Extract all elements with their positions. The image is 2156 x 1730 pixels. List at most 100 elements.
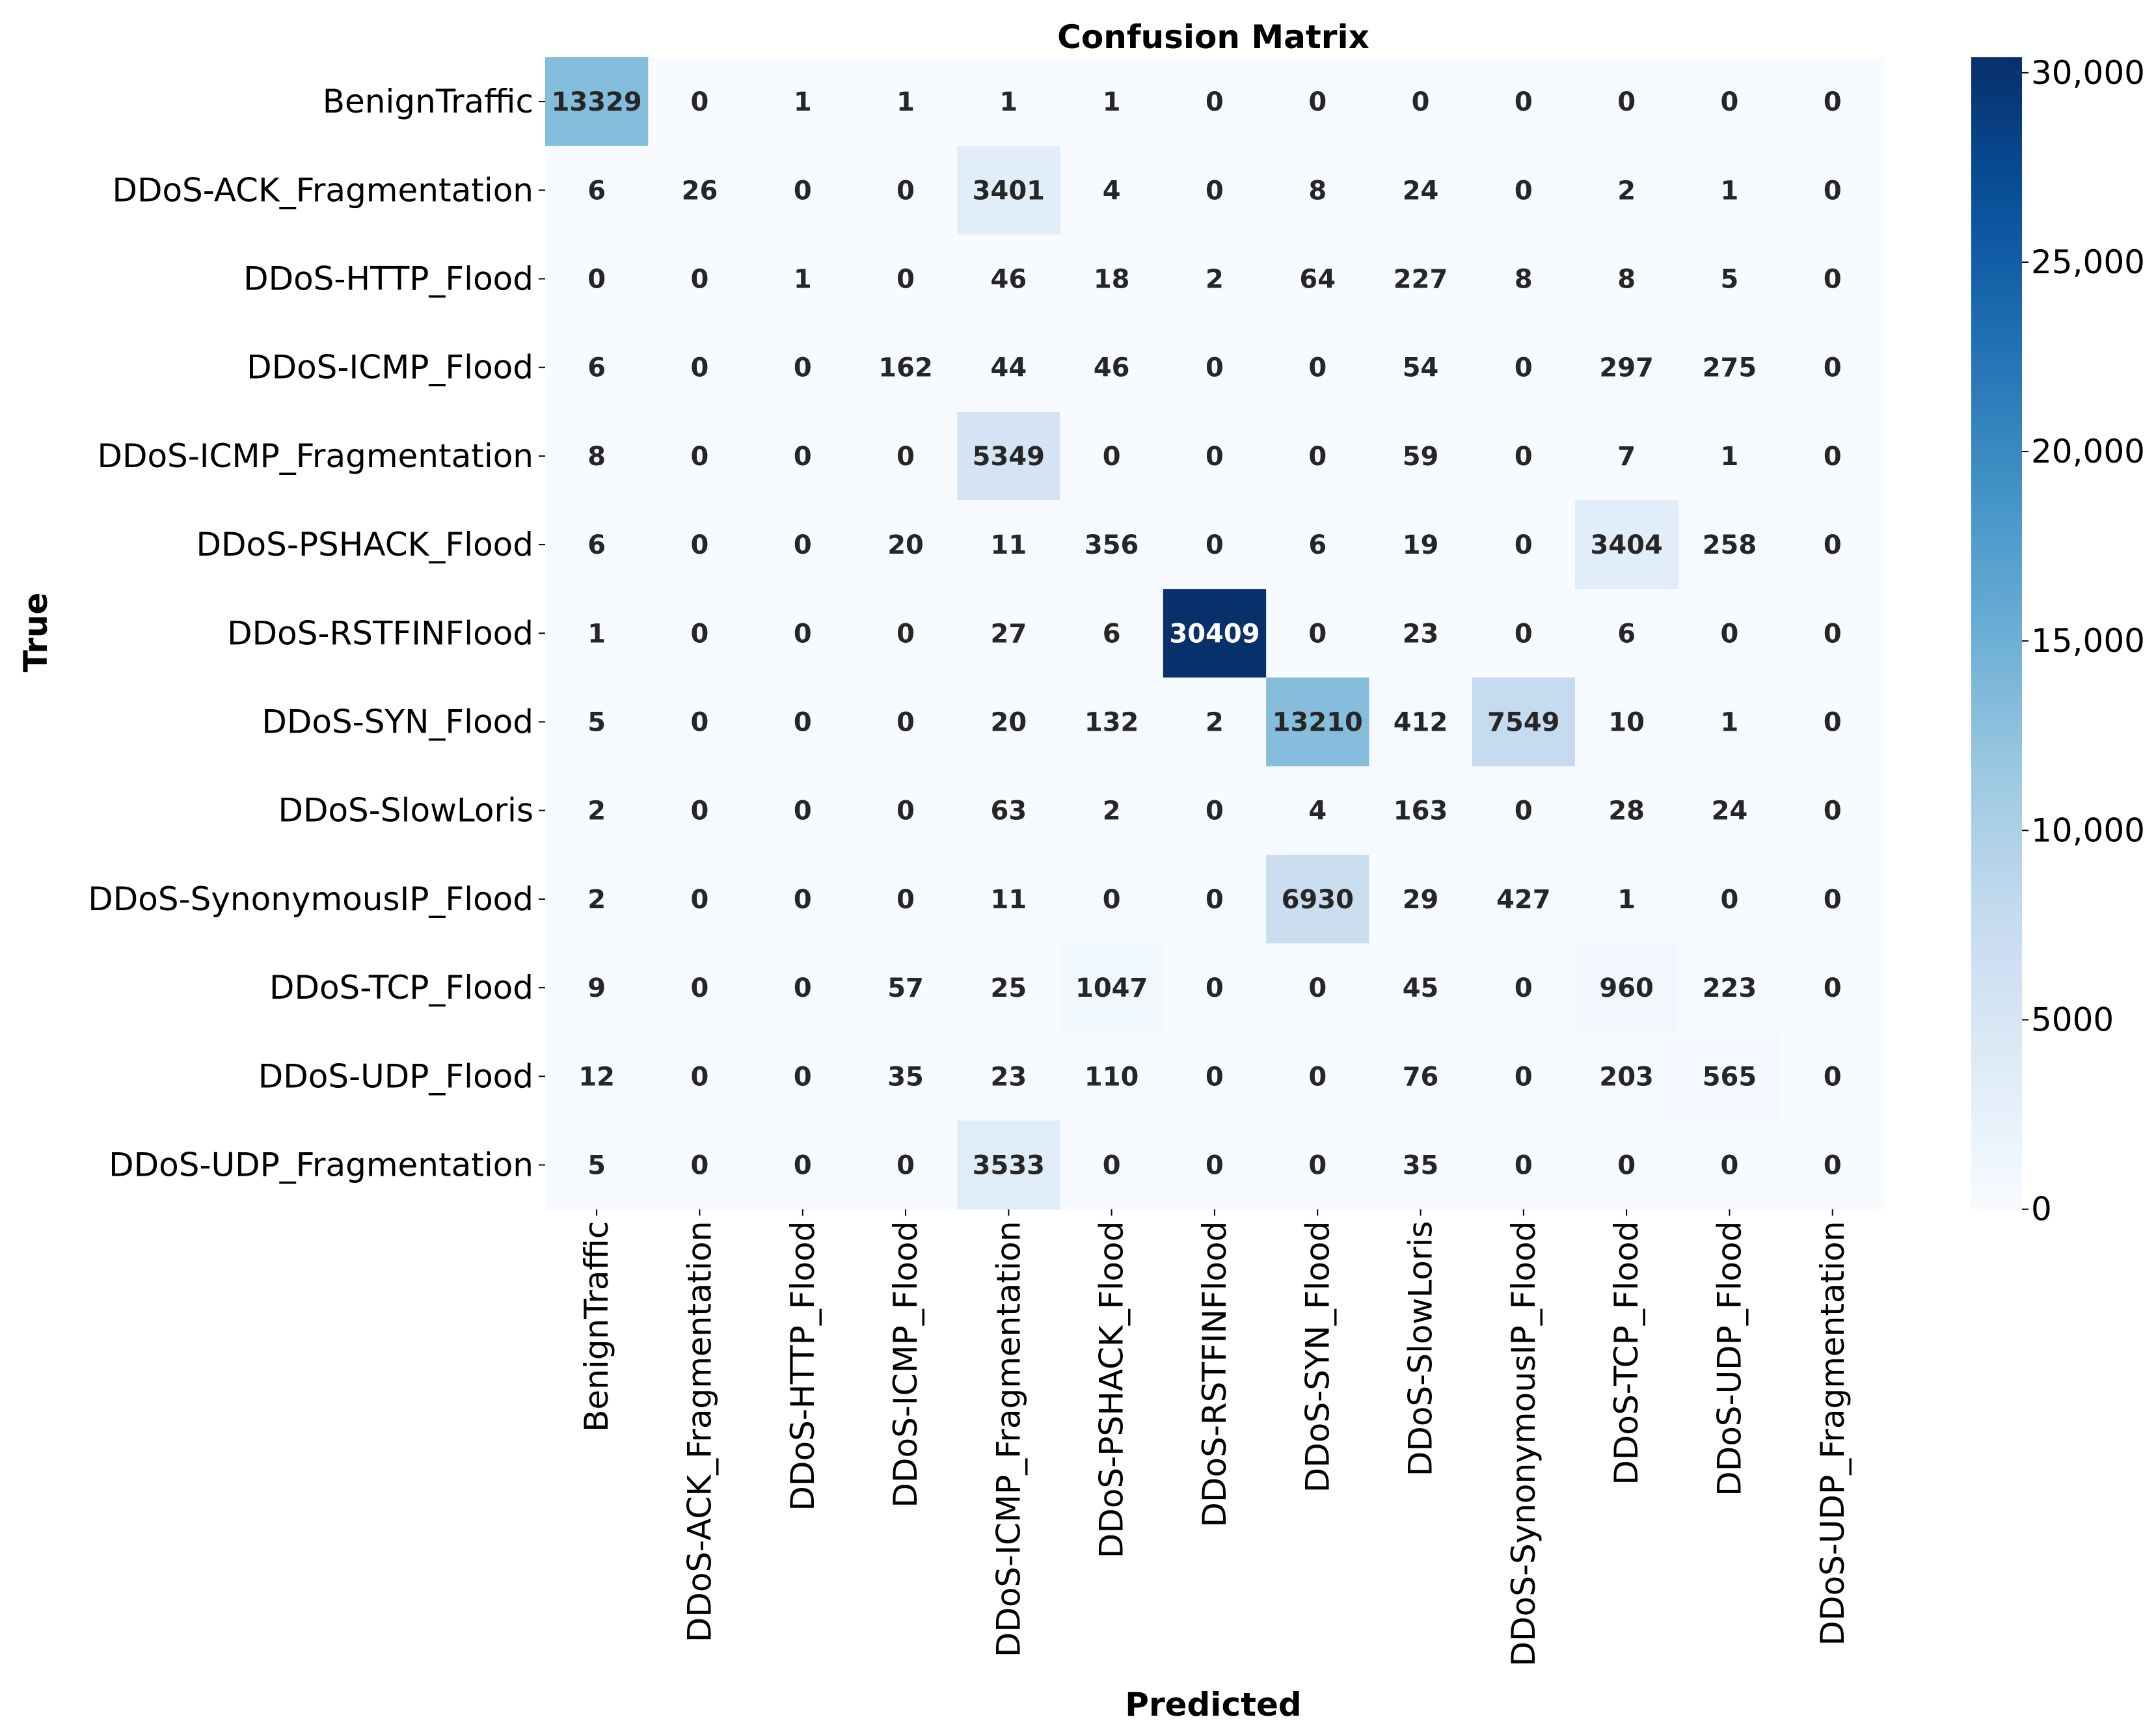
cell-value-label: 7549 [1487, 708, 1559, 738]
cell-value-label: 0 [1824, 973, 1842, 1003]
heatmap-cell [1060, 677, 1164, 767]
heatmap-cell [957, 589, 1061, 678]
heatmap-cell [1266, 589, 1369, 678]
heatmap-cell [1369, 234, 1473, 324]
heatmap-cell [1781, 234, 1885, 324]
heatmap-cell [1678, 589, 1782, 678]
heatmap-cells: 13329 0 1 1 1 1 0 0 0 0 0 0 06 26 0 0 3401 4 0 8 24 0 2 1 00 0 1 0 4… [545, 57, 1885, 1210]
heatmap-cell [957, 500, 1061, 589]
cell-value-label: 0 [1412, 87, 1430, 117]
cell-value-label: 27 [991, 619, 1027, 649]
cell-value-label: 4 [1103, 176, 1121, 206]
y-tick-label: DDoS-RSTFINFlood [227, 614, 533, 652]
heatmap-cell [1369, 1032, 1473, 1121]
heatmap-cell [957, 1120, 1061, 1210]
heatmap-cell [751, 766, 855, 856]
cell-value-label: 1 [1103, 87, 1121, 117]
cell-value-label: 0 [794, 176, 812, 206]
cell-value-label: 23 [1403, 619, 1439, 649]
heatmap-cell [1060, 766, 1164, 856]
heatmap-cell [1266, 57, 1369, 146]
cell-value-label: 46 [1094, 353, 1130, 383]
cell-value-label: 0 [794, 353, 812, 383]
y-tick-label: DDoS-ACK_Fragmentation [112, 171, 533, 209]
cell-value-label: 0 [1308, 1062, 1327, 1092]
cell-value-label: 0 [1206, 796, 1224, 826]
heatmap-cell [1781, 943, 1885, 1033]
heatmap-cell [648, 57, 752, 146]
heatmap-cell [1678, 1120, 1782, 1210]
heatmap-cell [751, 854, 855, 944]
heatmap-cell [545, 500, 649, 589]
heatmap-cell [1266, 1120, 1369, 1210]
cell-value-label: 0 [1308, 87, 1327, 117]
cell-value-label: 23 [991, 1062, 1027, 1092]
colorbar-tick-label: 5000 [2031, 1001, 2114, 1038]
cell-value-label: 0 [1824, 442, 1842, 472]
x-tick-label: DDoS-SlowLoris [1402, 1221, 1440, 1477]
heatmap-cell [545, 1032, 649, 1121]
cell-value-label: 0 [1103, 1151, 1121, 1181]
heatmap-cell [957, 323, 1061, 412]
cell-value-label: 0 [1515, 1062, 1533, 1092]
heatmap-cell [1575, 766, 1678, 856]
cell-value-label: 64 [1299, 265, 1336, 295]
x-tick-label: DDoS-UDP_Fragmentation [1814, 1221, 1852, 1646]
heatmap-cell [1060, 943, 1164, 1033]
cell-value-label: 0 [794, 708, 812, 738]
cell-value-label: 1 [587, 619, 606, 649]
cell-value-label: 44 [991, 353, 1027, 383]
heatmap-cell [1678, 854, 1782, 944]
cell-value-label: 1047 [1075, 973, 1148, 1003]
heatmap-cell [1266, 854, 1369, 944]
colorbar-tick-label: 20,000 [2031, 433, 2145, 470]
heatmap-cell [1472, 766, 1576, 856]
heatmap-cell [957, 411, 1061, 501]
heatmap-cell [854, 146, 958, 235]
cell-value-label: 0 [691, 619, 709, 649]
cell-value-label: 223 [1703, 973, 1757, 1003]
heatmap-cell [957, 854, 1061, 944]
heatmap-cell [1678, 677, 1782, 767]
heatmap-cell [1472, 500, 1576, 589]
heatmap-cell [1060, 854, 1164, 944]
heatmap-cell [545, 943, 649, 1033]
cell-value-label: 0 [1824, 885, 1842, 915]
heatmap-cell [1472, 943, 1576, 1033]
heatmap-cell [1163, 57, 1267, 146]
cell-value-label: 297 [1599, 353, 1654, 383]
cell-value-label: 10 [1608, 708, 1645, 738]
cell-value-label: 3533 [973, 1151, 1045, 1181]
y-tick-label: DDoS-ICMP_Flood [247, 349, 533, 386]
heatmap-cell [1369, 589, 1473, 678]
heatmap-cell [648, 677, 752, 767]
y-tick-label: DDoS-SynonymousIP_Flood [88, 880, 533, 918]
cell-value-label: 24 [1403, 176, 1439, 206]
cell-value-label: 35 [1403, 1151, 1439, 1181]
heatmap-cell [1575, 1032, 1678, 1121]
colorbar: 0 5000 10,000 15,000 20,000 25,000 30,000 [1971, 54, 2145, 1228]
cell-value-label: 0 [896, 1151, 915, 1181]
cell-value-label: 0 [1206, 176, 1224, 206]
cell-value-label: 6 [587, 176, 606, 206]
heatmap-cell [1472, 589, 1576, 678]
colorbar-tick-label: 15,000 [2031, 622, 2145, 660]
heatmap-cell [1678, 766, 1782, 856]
cell-value-label: 24 [1712, 796, 1748, 826]
cell-value-label: 162 [878, 353, 933, 383]
cell-value-label: 0 [691, 1151, 709, 1181]
heatmap-cell [854, 677, 958, 767]
heatmap-cell [751, 943, 855, 1033]
heatmap-cell [1678, 146, 1782, 235]
cell-value-label: 0 [794, 1062, 812, 1092]
cell-value-label: 1 [1617, 885, 1636, 915]
cell-value-label: 0 [1206, 87, 1224, 117]
heatmap-cell [648, 766, 752, 856]
heatmap-cell [854, 943, 958, 1033]
cell-value-label: 2 [587, 796, 606, 826]
cell-value-label: 0 [1721, 619, 1739, 649]
heatmap-cell [1369, 57, 1473, 146]
heatmap-cell [545, 589, 649, 678]
y-tick-label: BenignTraffic [323, 83, 533, 120]
heatmap-cell [648, 234, 752, 324]
